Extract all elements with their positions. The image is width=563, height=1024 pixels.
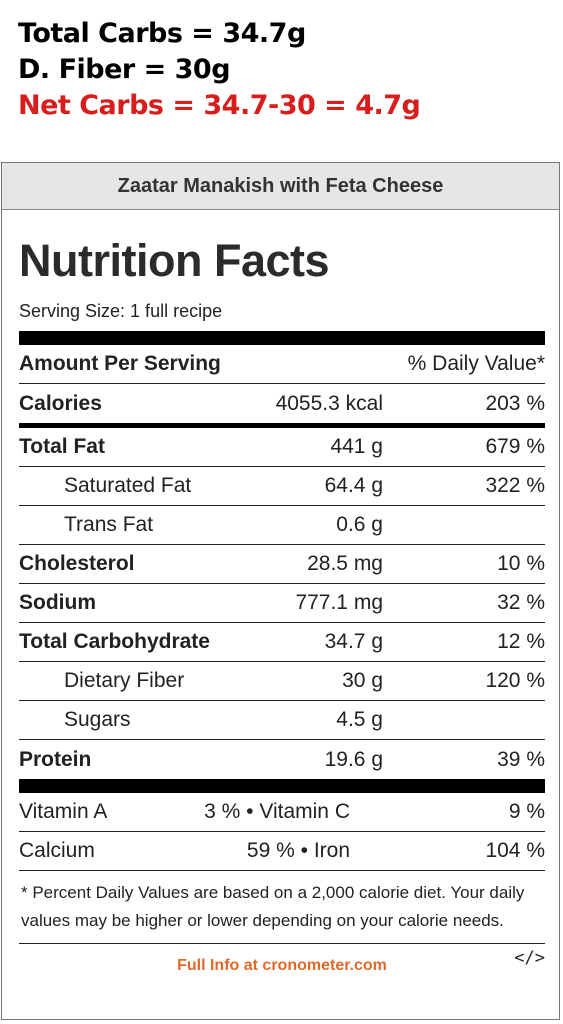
vitamin-c-label: Vitamin C bbox=[259, 800, 350, 823]
nutrient-name: Sugars bbox=[64, 708, 131, 731]
thick-divider bbox=[19, 331, 545, 345]
iron-value: 104 % bbox=[485, 839, 545, 862]
nutrition-label: Nutrition Facts Serving Size: 1 full rec… bbox=[19, 210, 545, 988]
embed-code-icon[interactable]: </> bbox=[514, 948, 545, 968]
calcium-label: Calcium bbox=[19, 839, 95, 862]
nutrient-row-total-carbohydrate: Total Carbohydrate 34.7 g 12 % bbox=[19, 623, 545, 662]
annotation-net-carbs: Net Carbs = 34.7-30 = 4.7g bbox=[18, 90, 421, 121]
nutrient-row-trans-fat: Trans Fat 0.6 g bbox=[19, 506, 545, 545]
nutrient-dv: 10 % bbox=[497, 552, 545, 575]
annotation-total-carbs: Total Carbs = 34.7g bbox=[18, 18, 306, 49]
nutrient-amount: 441 g bbox=[330, 435, 383, 458]
nutrient-dv: 322 % bbox=[485, 474, 545, 497]
nutrition-facts-heading: Nutrition Facts bbox=[19, 235, 330, 286]
nutrient-row-dietary-fiber: Dietary Fiber 30 g 120 % bbox=[19, 662, 545, 701]
net-carbs-annotation: Total Carbs = 34.7g D. Fiber = 30g Net C… bbox=[18, 16, 421, 124]
nutrient-name: Sodium bbox=[19, 591, 96, 614]
nutrient-row-protein: Protein 19.6 g 39 % bbox=[19, 740, 545, 779]
recipe-title: Zaatar Manakish with Feta Cheese bbox=[2, 163, 559, 210]
nutrient-amount: 34.7 g bbox=[324, 630, 383, 653]
vitamin-row: Vitamin A 3 % • Vitamin C 9 % bbox=[19, 793, 545, 832]
iron-label: Iron bbox=[313, 839, 350, 862]
nutrient-name: Trans Fat bbox=[64, 513, 154, 536]
nutrient-name: Total Carbohydrate bbox=[19, 630, 210, 653]
nutrient-amount: 19.6 g bbox=[324, 747, 383, 771]
nutrient-name: Cholesterol bbox=[19, 552, 135, 575]
nutrient-dv: 679 % bbox=[485, 435, 545, 458]
medium-divider bbox=[19, 423, 545, 428]
mineral-row: Calcium 59 % • Iron 104 % bbox=[19, 832, 545, 871]
calories-label: Calories bbox=[19, 391, 102, 415]
nutrient-row-total-fat: Total Fat 441 g 679 % bbox=[19, 428, 545, 467]
amount-per-serving-label: Amount Per Serving bbox=[19, 352, 221, 375]
nutrient-name: Saturated Fat bbox=[64, 474, 192, 497]
full-info-link[interactable]: Full Info at cronometer.com bbox=[177, 957, 387, 974]
nutrient-amount: 777.1 mg bbox=[295, 591, 383, 614]
annotation-fiber: D. Fiber = 30g bbox=[18, 54, 231, 85]
label-footer: Full Info at cronometer.com </> bbox=[19, 944, 545, 988]
thick-divider bbox=[19, 779, 545, 793]
nutrition-panel: Zaatar Manakish with Feta Cheese Nutriti… bbox=[1, 162, 560, 1020]
calcium-iron-group: 59 % • Iron bbox=[180, 839, 350, 863]
calcium-value: 59 % • bbox=[246, 839, 308, 862]
nutrient-name: Protein bbox=[19, 747, 92, 771]
calories-amount: 4055.3 kcal bbox=[275, 391, 383, 415]
vitamin-c-value: 9 % bbox=[508, 800, 545, 823]
nutrient-row-sugars: Sugars 4.5 g bbox=[19, 701, 545, 740]
calories-dv: 203 % bbox=[485, 391, 545, 415]
nutrient-amount: 4.5 g bbox=[336, 708, 383, 731]
vitamin-a-c-group: 3 % • Vitamin C bbox=[180, 800, 350, 824]
vitamin-a-value: 3 % • bbox=[204, 800, 254, 823]
serving-size: Serving Size: 1 full recipe bbox=[19, 301, 223, 321]
nutrient-row-cholesterol: Cholesterol 28.5 mg 10 % bbox=[19, 545, 545, 584]
nutrient-row-sodium: Sodium 777.1 mg 32 % bbox=[19, 584, 545, 623]
nutrient-name: Total Fat bbox=[19, 435, 105, 458]
vitamin-a-label: Vitamin A bbox=[19, 800, 108, 823]
daily-value-footnote: * Percent Daily Values are based on a 2,… bbox=[19, 871, 545, 944]
nutrient-dv: 39 % bbox=[497, 747, 545, 771]
nutrient-dv: 12 % bbox=[497, 630, 545, 653]
calories-row: Calories 4055.3 kcal 203 % bbox=[19, 384, 545, 423]
amount-header-row: Amount Per Serving % Daily Value* bbox=[19, 345, 545, 384]
nutrient-amount: 0.6 g bbox=[336, 513, 383, 536]
nutrient-dv: 32 % bbox=[497, 591, 545, 614]
nutrient-amount: 64.4 g bbox=[324, 474, 383, 497]
nutrient-name: Dietary Fiber bbox=[64, 669, 185, 692]
daily-value-header: % Daily Value* bbox=[407, 352, 545, 375]
nutrient-amount: 30 g bbox=[342, 669, 383, 692]
nutrient-amount: 28.5 mg bbox=[307, 552, 383, 575]
nutrient-dv: 120 % bbox=[485, 669, 545, 692]
nutrient-row-saturated-fat: Saturated Fat 64.4 g 322 % bbox=[19, 467, 545, 506]
